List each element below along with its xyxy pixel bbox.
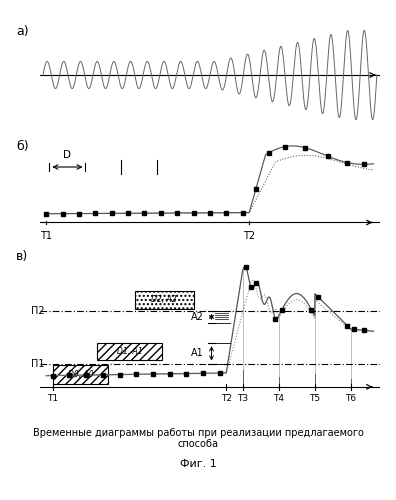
Text: A2: A2: [190, 312, 203, 322]
Text: в): в): [16, 250, 28, 263]
Text: T3: T3: [237, 394, 248, 403]
Text: П2: П2: [31, 306, 44, 316]
Text: T4: T4: [273, 394, 284, 403]
Text: A1: A1: [190, 348, 203, 358]
Bar: [135, 290, 194, 309]
Text: T1: T1: [47, 394, 58, 403]
Text: а): а): [16, 25, 29, 38]
Text: способа: способа: [177, 439, 219, 449]
Text: D: D: [63, 150, 71, 160]
Bar: [97, 343, 162, 360]
Text: б): б): [16, 140, 29, 153]
Text: Временные диаграммы работы при реализации предлагаемого: Временные диаграммы работы при реализаци…: [32, 428, 364, 438]
Text: D1, A1: D1, A1: [117, 348, 143, 356]
Text: T6: T6: [345, 394, 356, 403]
Text: Фиг. 1: Фиг. 1: [180, 459, 216, 469]
Text: T1: T1: [40, 231, 52, 241]
Text: D0, A0: D0, A0: [68, 370, 93, 378]
Text: T2: T2: [243, 231, 255, 241]
Text: T5: T5: [309, 394, 320, 403]
Text: T2: T2: [221, 394, 232, 403]
Text: D2, A2: D2, A2: [151, 295, 177, 304]
Bar: [53, 364, 109, 384]
Text: П1: П1: [31, 358, 44, 368]
